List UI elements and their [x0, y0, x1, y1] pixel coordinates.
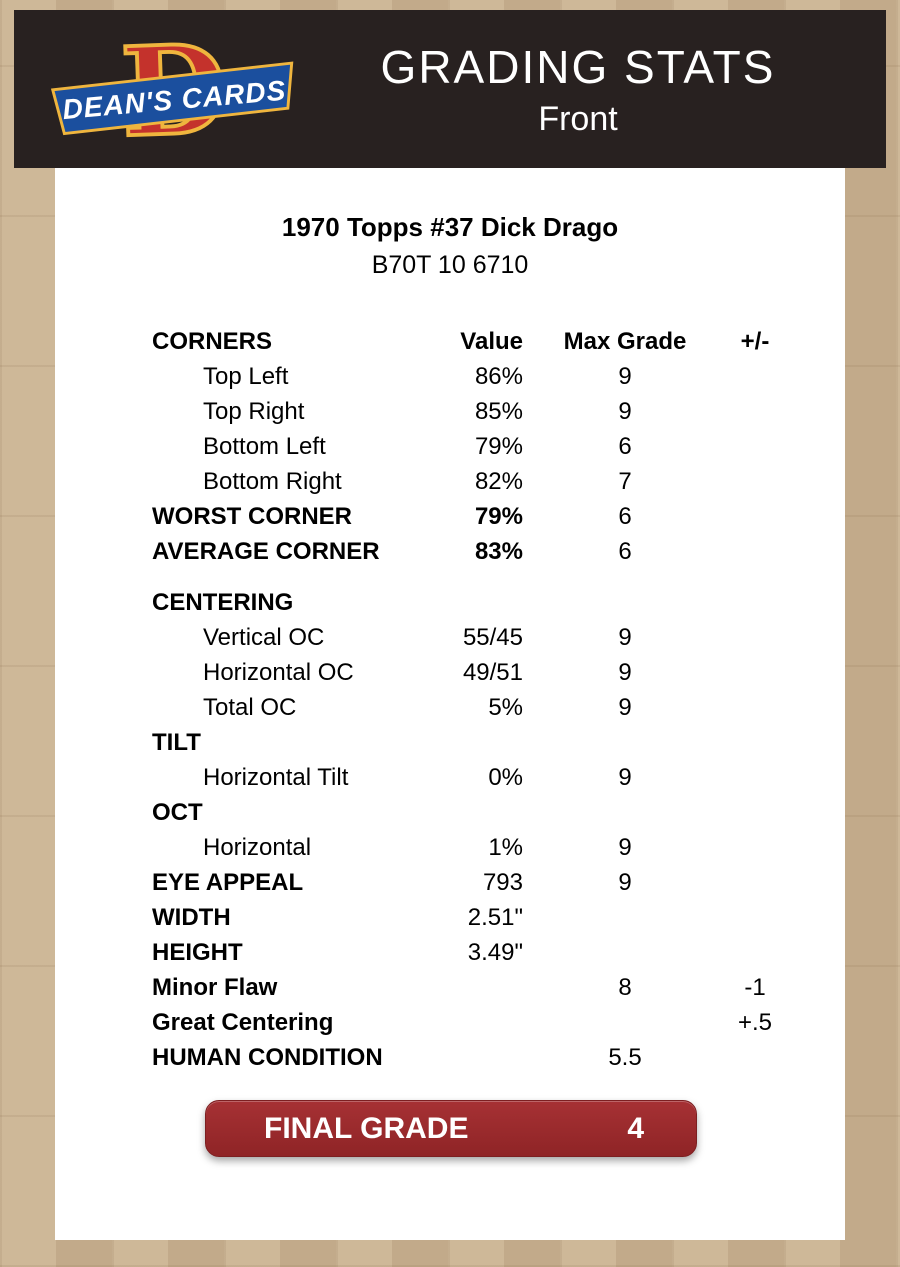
table-row: HUMAN CONDITION 5.5: [55, 1040, 845, 1075]
row-label: CENTERING: [152, 588, 294, 616]
grading-table: CORNERS Value Max Grade +/- Top Left 86%…: [55, 324, 845, 1075]
row-max-grade: 9: [618, 833, 632, 861]
column-header-value: Value: [460, 327, 523, 355]
row-label: Horizontal Tilt: [203, 763, 349, 791]
final-grade-label: FINAL GRADE: [264, 1111, 469, 1145]
deans-cards-logo-graphic: D DEAN'S CARDS: [50, 15, 294, 166]
row-value: 1%: [488, 833, 523, 861]
row-max-grade: 6: [618, 537, 632, 565]
table-row: Total OC 5% 9: [55, 690, 845, 725]
row-label: HUMAN CONDITION: [152, 1043, 383, 1071]
table-row: Bottom Right 82% 7: [55, 464, 845, 499]
row-value: 2.51": [467, 903, 523, 931]
row-max-grade: 9: [618, 397, 632, 425]
row-max-grade: 9: [618, 868, 632, 896]
row-label: Bottom Left: [203, 432, 326, 460]
row-label: WORST CORNER: [152, 502, 352, 530]
table-row: Minor Flaw 8 -1: [55, 970, 845, 1005]
row-label: AVERAGE CORNER: [152, 537, 380, 565]
row-max-grade: 9: [618, 362, 632, 390]
row-label: Vertical OC: [203, 623, 325, 651]
row-value: 793: [482, 868, 523, 896]
column-header-corners: CORNERS: [152, 327, 273, 355]
row-plus-minus: -1: [744, 973, 766, 1001]
row-value: 79%: [474, 432, 523, 460]
column-header-max-grade: Max Grade: [563, 327, 687, 355]
row-value: 3.49": [467, 938, 523, 966]
row-label: OCT: [152, 798, 203, 826]
table-row: Vertical OC 55/45 9: [55, 620, 845, 655]
column-header-plus-minus: +/-: [740, 327, 770, 355]
table-row: Top Right 85% 9: [55, 394, 845, 429]
row-label: Minor Flaw: [152, 973, 278, 1001]
table-row: WORST CORNER 79% 6: [55, 499, 845, 534]
row-value: 82%: [474, 467, 523, 495]
table-row: OCT: [55, 795, 845, 830]
header-bar: D DEAN'S CARDS GRADING STATS Front: [14, 10, 886, 168]
row-max-grade: 9: [618, 658, 632, 686]
page-subtitle: Front: [538, 99, 618, 138]
stats-panel: 1970 Topps #37 Dick Drago B70T 10 6710 C…: [55, 168, 845, 1240]
table-row: Horizontal Tilt 0% 9: [55, 760, 845, 795]
row-label: Top Left: [203, 362, 289, 390]
row-label: Horizontal OC: [203, 658, 354, 686]
row-plus-minus: +.5: [737, 1008, 773, 1036]
row-max-grade: 5.5: [608, 1043, 642, 1071]
row-label: Bottom Right: [203, 467, 342, 495]
logo-ribbon: [50, 61, 294, 136]
row-label: WIDTH: [152, 903, 231, 931]
table-row: CENTERING: [55, 585, 845, 620]
card-title: 1970 Topps #37 Dick Drago: [281, 212, 619, 242]
row-value: 5%: [488, 693, 523, 721]
table-row: Horizontal OC 49/51 9: [55, 655, 845, 690]
row-max-grade: 9: [618, 623, 632, 651]
row-value: 86%: [474, 362, 523, 390]
table-row: Horizontal 1% 9: [55, 830, 845, 865]
row-value: 85%: [474, 397, 523, 425]
table-row: EYE APPEAL 793 9: [55, 865, 845, 900]
table-row: HEIGHT 3.49": [55, 935, 845, 970]
table-row: TILT: [55, 725, 845, 760]
final-grade-bar: FINAL GRADE 4: [205, 1100, 697, 1157]
row-label: TILT: [152, 728, 201, 756]
table-row: Top Left 86% 9: [55, 359, 845, 394]
row-label: Top Right: [203, 397, 305, 425]
deans-cards-logo: D DEAN'S CARDS: [48, 15, 300, 166]
row-max-grade: 6: [618, 502, 632, 530]
table-row: Bottom Left 79% 6: [55, 429, 845, 464]
row-max-grade: 8: [618, 973, 632, 1001]
row-value: 83%: [474, 537, 523, 565]
table-body: Top Left 86% 9 Top Right 85% 9 Bottom Le…: [55, 359, 845, 1075]
row-max-grade: 9: [618, 763, 632, 791]
row-label: Great Centering: [152, 1008, 334, 1036]
row-value: 79%: [474, 502, 523, 530]
final-grade-value: 4: [627, 1111, 644, 1145]
row-label: Total OC: [203, 693, 297, 721]
row-label: EYE APPEAL: [152, 868, 304, 896]
row-value: 55/45: [462, 623, 523, 651]
row-max-grade: 6: [618, 432, 632, 460]
page-title: GRADING STATS: [380, 40, 776, 93]
table-row: WIDTH 2.51": [55, 900, 845, 935]
row-max-grade: 7: [618, 467, 632, 495]
table-row: AVERAGE CORNER 83% 6: [55, 534, 845, 569]
table-row: Great Centering +.5: [55, 1005, 845, 1040]
card-code: B70T 10 6710: [371, 251, 529, 279]
row-label: HEIGHT: [152, 938, 243, 966]
table-header-row: CORNERS Value Max Grade +/-: [55, 324, 845, 359]
row-value: 0%: [488, 763, 523, 791]
header-text-block: GRADING STATS Front: [300, 40, 856, 139]
row-max-grade: 9: [618, 693, 632, 721]
row-label: Horizontal: [203, 833, 312, 861]
row-value: 49/51: [462, 658, 523, 686]
